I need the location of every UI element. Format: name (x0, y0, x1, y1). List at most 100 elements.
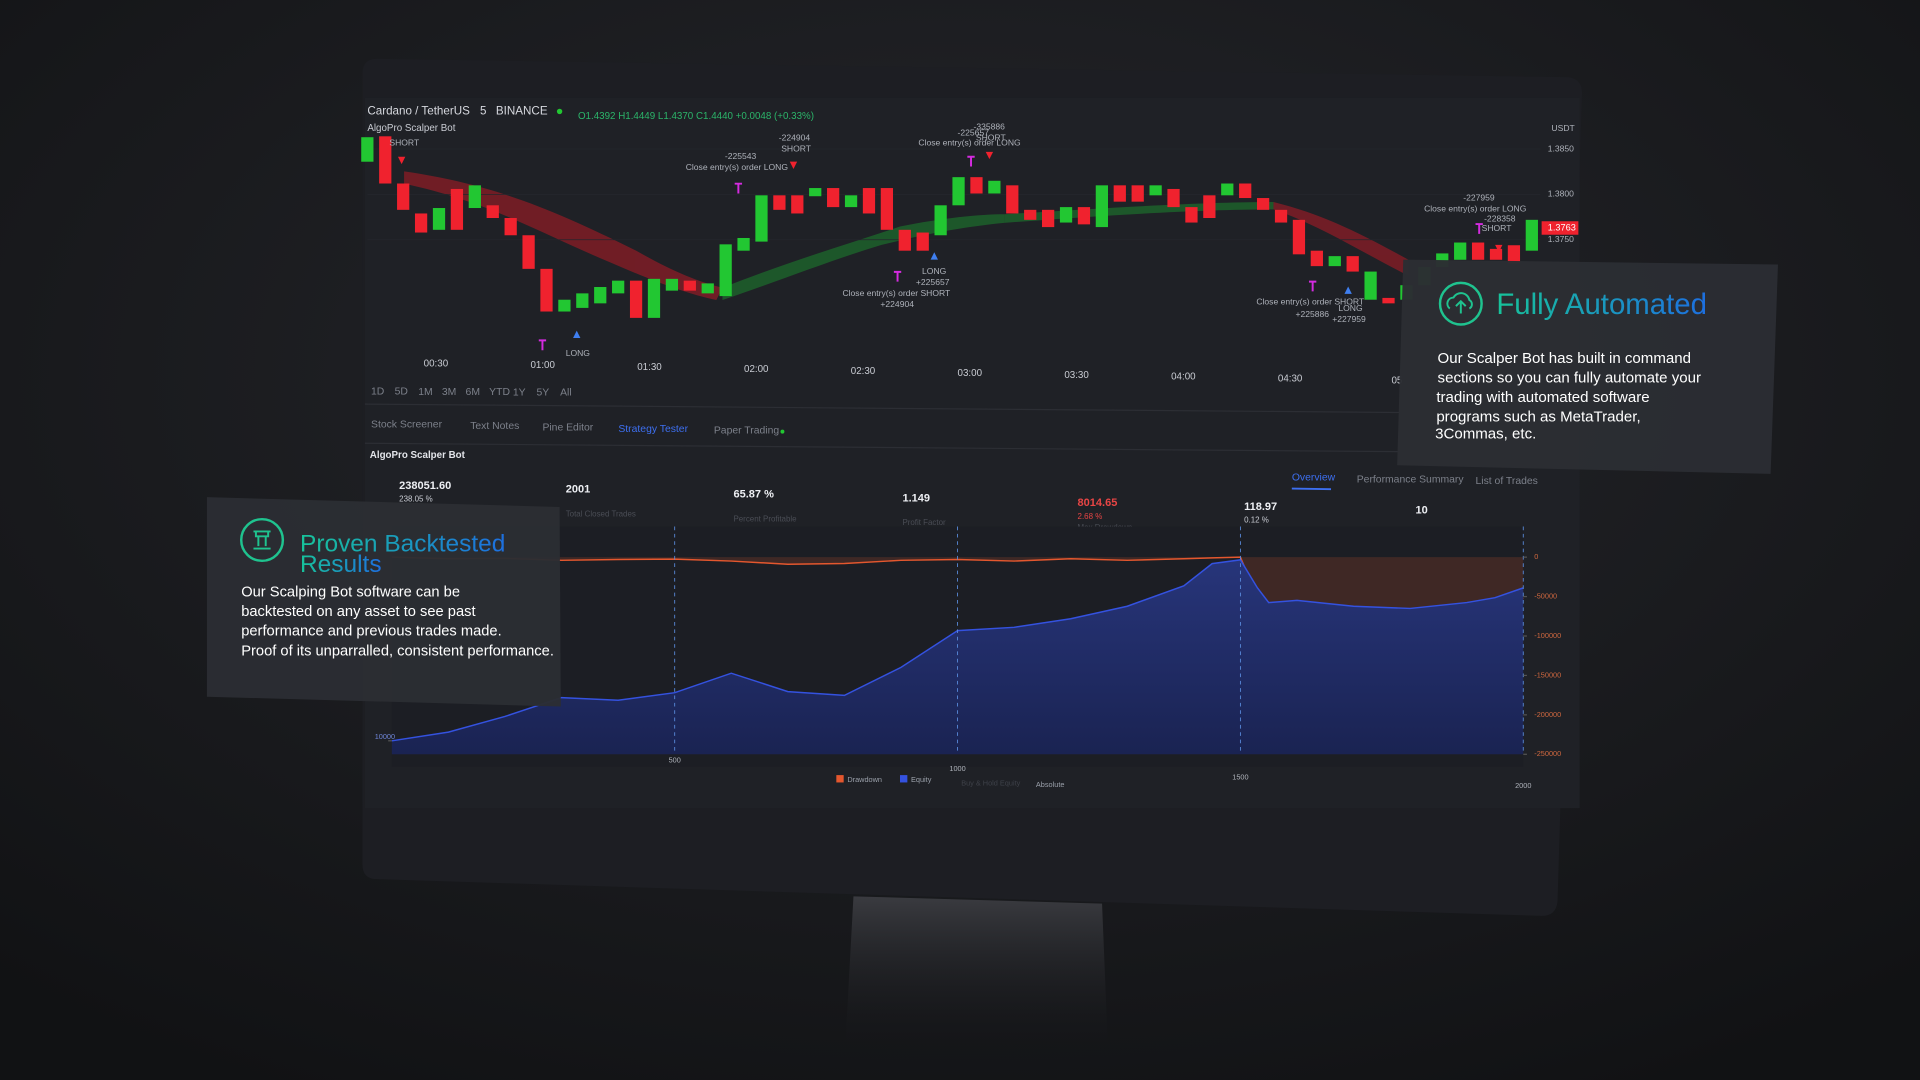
annotation: SHORT (389, 138, 420, 148)
price-chart: 1.3850 1.3800 1.3750 1.3763 00:30 01:00 01:30 0… (361, 136, 1579, 387)
panel-text: Our Scalping Bot software can be (241, 585, 460, 601)
candle (809, 188, 822, 197)
legend-swatch (900, 775, 908, 783)
annotation: -225543 (725, 151, 757, 161)
candle (988, 180, 1001, 194)
range-button[interactable]: 5D (395, 387, 408, 398)
panel-text: trading with automated software (1436, 389, 1649, 406)
x-tick-label: 03:00 (958, 368, 983, 379)
candle (450, 188, 464, 230)
candle (898, 229, 911, 251)
range-button[interactable]: 1Y (513, 387, 526, 398)
candle (1525, 219, 1538, 251)
tab-underline (1291, 487, 1332, 491)
legend-label: Absolute (1036, 780, 1065, 789)
annotation: -225657 (958, 128, 990, 138)
ohlc: O1.4392 H1.4449 L1.4370 C1.4440 +0.0048 … (578, 111, 814, 122)
stat-value: 1.149 (902, 492, 930, 504)
candle (1310, 250, 1323, 267)
candle (1113, 185, 1126, 202)
annotation: +225886 (1296, 309, 1330, 319)
x-tick-label: 2000 (1515, 781, 1531, 790)
legend-label: Drawdown (847, 775, 882, 784)
annotation: +224904 (880, 299, 914, 309)
stat-value: 238051.60 (399, 480, 451, 492)
strategy-tab[interactable]: List of Trades (1476, 476, 1538, 487)
signals: SHORT -225543 Close entry(s) order LONG … (389, 122, 1526, 359)
annotation: LONG (566, 348, 591, 358)
toolbar-tab[interactable]: Text Notes (470, 421, 519, 432)
monitor-stand (844, 896, 1109, 1054)
annotation: +227959 (1332, 314, 1366, 324)
status-dot (556, 108, 563, 115)
candle (1167, 188, 1180, 208)
annotation: -335886 (973, 122, 1005, 132)
candle (1131, 185, 1144, 202)
toolbar-tab[interactable]: Paper Trading (714, 426, 779, 437)
candle (1489, 248, 1503, 260)
toolbar-tab[interactable]: Pine Editor (542, 423, 593, 434)
divider (364, 442, 1572, 454)
candle (916, 232, 929, 251)
candle (1024, 209, 1037, 220)
candle (1274, 209, 1288, 223)
range-button[interactable]: 3M (442, 387, 456, 398)
annotation: -227959 (1463, 193, 1495, 203)
panel-title: Results (300, 551, 382, 578)
stat-value: 118.97 (1244, 501, 1277, 513)
icon-cloud (1446, 292, 1473, 314)
x-tick-label: 1000 (949, 764, 965, 773)
x-tick-label: 02:00 (744, 364, 769, 375)
currency: USDT (1551, 123, 1575, 133)
stat-sub: 238.05 % (399, 495, 433, 504)
exchange: BINANCE (496, 105, 548, 118)
panel-backtested: Proven Backtested Results Our Scalping B… (206, 497, 561, 707)
y-tick-label: 1.3850 (1548, 143, 1574, 153)
candle (1006, 185, 1019, 214)
panel-text: backtested on any asset to see past (241, 604, 475, 620)
annotation: SHORT (781, 144, 812, 154)
candle (1256, 198, 1270, 210)
candle (1346, 256, 1359, 272)
range-button[interactable]: 1D (371, 387, 384, 398)
strategy-tab[interactable]: Performance Summary (1357, 474, 1465, 485)
equity-line (391, 559, 1524, 742)
candle (1077, 207, 1091, 225)
toolbar-tab[interactable]: Stock Screener (371, 420, 443, 431)
candle (594, 287, 607, 304)
range-button[interactable]: YTD (489, 387, 510, 398)
candle (934, 205, 947, 236)
candle (791, 195, 804, 214)
toolbar-tab[interactable]: Strategy Tester (618, 424, 688, 435)
annotation: SHORT (976, 133, 1007, 143)
candle (701, 283, 714, 294)
candle (1185, 207, 1198, 223)
candle (1239, 183, 1252, 199)
annotation: Close entry(s) order LONG (1424, 204, 1527, 214)
interval: 5 (480, 105, 486, 118)
annotation: -228358 (1484, 213, 1516, 223)
range-button[interactable]: 1M (418, 387, 432, 398)
annotation: LONG (922, 266, 947, 276)
candle (683, 280, 696, 291)
strategy-name: AlgoPro Scalper Bot (370, 450, 466, 461)
annotation: +225657 (916, 277, 950, 287)
candle (719, 244, 732, 297)
strategy-tab[interactable]: Overview (1292, 472, 1336, 483)
candle (522, 235, 535, 269)
annotation: Close entry(s) order SHORT (1256, 297, 1365, 307)
candle (827, 188, 840, 208)
x-tick-label: 02:30 (851, 366, 876, 377)
annotation: Close entry(s) order LONG (686, 162, 789, 172)
candle (1507, 245, 1521, 264)
legend-swatch (836, 775, 844, 783)
candle (1382, 297, 1395, 304)
icon (240, 517, 285, 563)
range-button[interactable]: 6M (466, 387, 480, 398)
divider (364, 403, 1574, 415)
range-button[interactable]: All (560, 388, 572, 399)
indicator-label: AlgoPro Scalper Bot (367, 123, 455, 134)
candle (970, 177, 983, 194)
range-button[interactable]: 5Y (536, 387, 549, 398)
candle (558, 299, 571, 312)
